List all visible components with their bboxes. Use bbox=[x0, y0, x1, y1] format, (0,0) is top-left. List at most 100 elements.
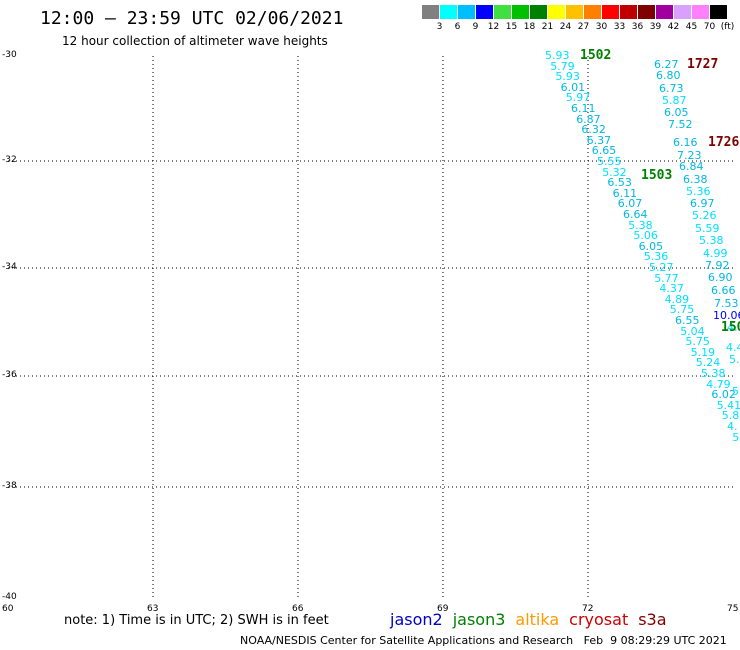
scale-swatch bbox=[494, 5, 511, 19]
longitude-label: 69 bbox=[437, 604, 449, 614]
wave-height-value: 4. bbox=[727, 420, 738, 433]
pass-number-label: 150 bbox=[721, 320, 740, 335]
wave-height-value: 5. bbox=[729, 353, 740, 366]
scale-label: 15 bbox=[505, 22, 518, 32]
scale-swatch bbox=[656, 5, 673, 19]
wave-height-value: 6.84 bbox=[679, 160, 704, 173]
mission-label: cryosat bbox=[569, 610, 629, 629]
mission-label: s3a bbox=[638, 610, 667, 629]
wave-height-value: 10.06 bbox=[713, 309, 740, 322]
scale-label: 70 bbox=[703, 22, 716, 32]
latitude-label: -40 bbox=[2, 592, 17, 602]
scale-label: 9 bbox=[472, 22, 479, 32]
scale-swatch bbox=[584, 5, 601, 19]
wave-height-value: 6.97 bbox=[690, 197, 715, 210]
scale-label: 30 bbox=[595, 22, 608, 32]
wave-height-value: 5.75 bbox=[685, 335, 710, 349]
wave-height-value: 4.79 bbox=[706, 377, 731, 391]
scale-swatch bbox=[440, 5, 457, 19]
wave-height-value: 6.02 bbox=[711, 388, 736, 402]
wave-height-value: 4.99 bbox=[703, 247, 728, 260]
wave-height-value: 6.07 bbox=[617, 197, 643, 211]
scale-label: 6 bbox=[454, 22, 461, 32]
wave-height-value: 5.55 bbox=[597, 155, 622, 168]
scale-label: (ft) bbox=[720, 22, 735, 32]
wave-height-value: 7.52 bbox=[668, 118, 693, 131]
latitude-label: -36 bbox=[2, 370, 17, 380]
wave-height-value: 5.36 bbox=[686, 185, 711, 198]
wave-height-value: 6.65 bbox=[591, 144, 617, 158]
wave-height-value: 4. bbox=[727, 321, 738, 334]
wave-height-value: 4.37 bbox=[659, 282, 684, 296]
latitude-label: -30 bbox=[2, 50, 17, 60]
wave-height-value: 6.32 bbox=[581, 123, 606, 137]
scale-label: 45 bbox=[685, 22, 698, 32]
longitude-label: 60 bbox=[2, 604, 14, 614]
wave-height-value: 5.77 bbox=[654, 271, 679, 285]
wave-height-value: 7.23 bbox=[677, 149, 702, 162]
wave-height-value: 5.36 bbox=[643, 250, 669, 264]
scale-swatch bbox=[512, 5, 529, 19]
scale-swatch bbox=[602, 5, 619, 19]
wave-height-value: 5.93 bbox=[545, 49, 570, 62]
scale-label: 27 bbox=[577, 22, 590, 32]
scale-swatch bbox=[530, 5, 547, 19]
scale-label: 3 bbox=[436, 22, 443, 32]
scale-swatch bbox=[674, 5, 691, 19]
mission-label: altika bbox=[515, 610, 560, 629]
scale-label: 36 bbox=[631, 22, 644, 32]
longitude-label: 63 bbox=[147, 604, 159, 614]
wave-height-value: 5.24 bbox=[695, 356, 721, 370]
wave-height-value: 5.8 bbox=[721, 409, 740, 423]
scale-label: 12 bbox=[487, 22, 500, 32]
scale-swatch bbox=[422, 5, 439, 19]
wave-height-value: 6.38 bbox=[683, 173, 708, 186]
scale-swatch bbox=[620, 5, 637, 19]
scale-swatch bbox=[458, 5, 475, 19]
scale-label: 42 bbox=[667, 22, 680, 32]
wave-height-value: 5.93 bbox=[555, 70, 580, 84]
wave-height-value: 5.19 bbox=[690, 345, 716, 359]
wave-height-value: 6.53 bbox=[607, 176, 632, 190]
wave-height-value: 5.79 bbox=[550, 59, 575, 73]
wave-height-value: 6.80 bbox=[656, 69, 681, 82]
wave-height-value: 5.38 bbox=[701, 367, 726, 380]
scale-label: 18 bbox=[523, 22, 536, 32]
wave-height-value: 6.11 bbox=[612, 186, 638, 200]
wave-height-value: 5.06 bbox=[633, 229, 658, 243]
latitude-label: -38 bbox=[2, 481, 17, 491]
scale-swatch bbox=[710, 5, 727, 19]
pass-number-label: 1727 bbox=[687, 57, 719, 72]
wave-height-value: 5.87 bbox=[662, 94, 687, 107]
wave-height-value: 5.27 bbox=[649, 261, 674, 274]
scale-swatch bbox=[476, 5, 493, 19]
wave-height-value: 5.59 bbox=[695, 222, 720, 235]
wave-height-value: 6.64 bbox=[623, 208, 648, 221]
wave-height-value: 7.53 bbox=[714, 297, 739, 310]
scale-swatch bbox=[566, 5, 583, 19]
wave-height-value: 5.41 bbox=[716, 398, 740, 412]
wave-height-value: 5.97 bbox=[565, 91, 591, 105]
footer-note: note: 1) Time is in UTC; 2) SWH is in fe… bbox=[64, 613, 329, 628]
longitude-label: 66 bbox=[292, 604, 304, 614]
mission-legend: jason2 jason3 altika cryosat s3a bbox=[390, 610, 677, 629]
wave-height-value: 4.4 bbox=[726, 341, 740, 354]
longitude-label: 75 bbox=[727, 604, 739, 614]
map-title: 12:00 – 23:59 UTC 02/06/2021 bbox=[40, 8, 344, 29]
wave-height-value: 5.38 bbox=[699, 234, 724, 247]
wave-height-value: 6.11 bbox=[571, 102, 596, 115]
wave-height-value: 5.04 bbox=[680, 324, 705, 338]
wave-height-value: 6.01 bbox=[560, 80, 586, 94]
scale-label: 33 bbox=[613, 22, 626, 32]
wave-height-value: 6.37 bbox=[586, 133, 612, 147]
map-subtitle: 12 hour collection of altimeter wave hei… bbox=[62, 34, 328, 48]
wave-height-value: 4.89 bbox=[664, 292, 690, 306]
latitude-label: -34 bbox=[2, 262, 17, 272]
wave-height-value: 6.05 bbox=[638, 239, 664, 253]
wave-height-value: 6.05 bbox=[664, 106, 689, 119]
wave-height-value: 6.27 bbox=[654, 58, 679, 71]
wave-height-value: 6.87 bbox=[576, 112, 601, 126]
mission-label: jason2 bbox=[390, 610, 443, 629]
pass-number-label: 1502 bbox=[580, 48, 612, 63]
wave-height-value: 5 bbox=[732, 430, 740, 444]
